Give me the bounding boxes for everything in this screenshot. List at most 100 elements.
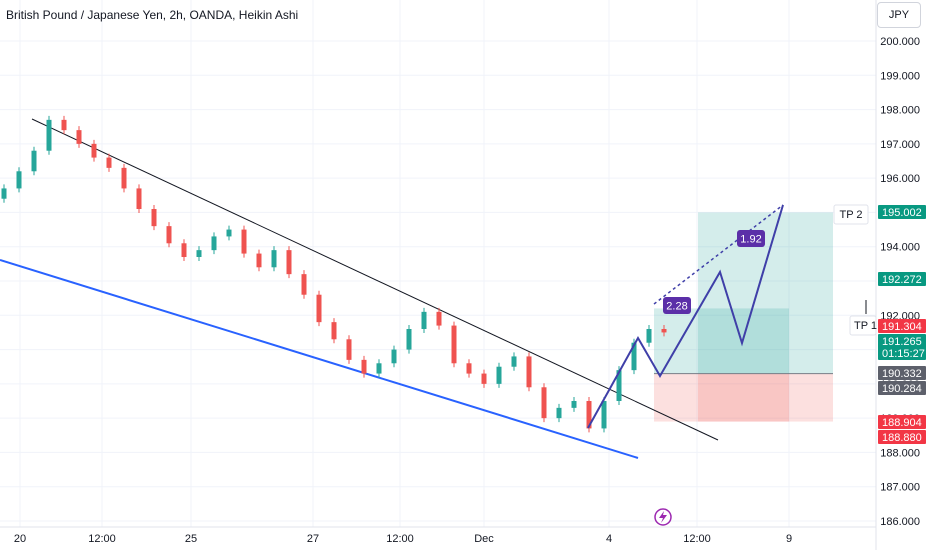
- candle: [421, 311, 427, 329]
- chart-title: British Pound / Japanese Yen, 2h, OANDA,…: [6, 8, 299, 22]
- candle: [616, 370, 622, 401]
- price-tag-bg: [878, 366, 926, 380]
- candle: [406, 329, 412, 350]
- price-tag-bg: [878, 319, 926, 333]
- candle: [271, 250, 277, 268]
- candle: [391, 349, 397, 364]
- y-tick-label: 187.000: [880, 482, 920, 494]
- price-tag: 188.904: [882, 417, 922, 429]
- long-target-zone-1: [654, 308, 789, 374]
- y-tick-label: 196.000: [880, 173, 920, 185]
- price-tag-bg: [878, 272, 926, 286]
- candle: [346, 339, 352, 360]
- projection-path: [587, 204, 784, 429]
- candle: [481, 373, 487, 384]
- price-tag: 190.284: [882, 383, 922, 395]
- candle: [601, 401, 607, 429]
- price-tag-bg: [878, 415, 926, 429]
- candle: [301, 274, 307, 295]
- candle: [646, 329, 652, 343]
- candle: [361, 359, 367, 374]
- candle: [466, 363, 472, 374]
- candle: [151, 209, 157, 227]
- candle: [571, 401, 577, 408]
- candle: [226, 229, 232, 237]
- candle: [211, 236, 217, 251]
- long-target-zone-2: [698, 212, 833, 374]
- price-tag: 195.002: [882, 207, 922, 219]
- price-tag: 191.304: [882, 321, 922, 333]
- x-tick-label: 9: [786, 533, 792, 545]
- candle: [241, 229, 247, 254]
- x-tick-label: 12:00: [683, 533, 711, 545]
- candle: [496, 366, 502, 384]
- candle: [61, 119, 67, 131]
- ratio-label: 2.28: [666, 301, 687, 313]
- price-tag: 191.265: [882, 336, 922, 348]
- descending-trendline: [31, 118, 719, 441]
- candle: [181, 243, 187, 257]
- y-tick-label: 194.000: [880, 242, 920, 254]
- candle: [91, 143, 97, 158]
- candle: [526, 356, 532, 388]
- candle: [1, 188, 7, 199]
- price-tag-bg: [878, 205, 926, 219]
- candle: [316, 294, 322, 323]
- candle: [256, 253, 262, 268]
- candle: [106, 157, 112, 168]
- candle: [556, 407, 562, 419]
- candle: [451, 325, 457, 364]
- candle: [511, 356, 517, 367]
- candle: [196, 250, 202, 257]
- support-trendline: [0, 259, 639, 459]
- candle: [121, 167, 127, 189]
- y-tick-label: 197.000: [880, 139, 920, 151]
- candle: [46, 119, 52, 151]
- candle: [76, 130, 82, 144]
- candle: [31, 150, 37, 172]
- tp1-label: TP 1: [854, 320, 877, 332]
- price-tag-bg: [878, 346, 926, 360]
- tp1-label-bg: [849, 315, 877, 336]
- price-tag: 188.880: [882, 432, 922, 444]
- long-stop-zone-1: [654, 373, 789, 422]
- tp2-label: TP 2: [839, 209, 862, 221]
- tp2-label-bg: [833, 204, 869, 225]
- candle: [541, 387, 547, 419]
- y-tick-label: 198.000: [880, 105, 920, 117]
- candle: [136, 188, 142, 209]
- candle: [376, 363, 382, 374]
- x-tick-label: 25: [185, 533, 197, 545]
- x-tick-label: 20: [14, 533, 26, 545]
- candle: [286, 250, 292, 275]
- price-tag: 01:15:27: [882, 348, 925, 360]
- y-tick-label: 200.000: [880, 36, 920, 48]
- price-tag: 192.272: [882, 274, 922, 286]
- candle: [661, 329, 667, 333]
- y-tick-label: 188.000: [880, 447, 920, 459]
- ratio-label-bg: [663, 297, 691, 314]
- price-tag-bg: [878, 381, 926, 395]
- price-tag: 190.332: [882, 368, 922, 380]
- candle: [166, 226, 172, 244]
- x-tick-label: 12:00: [88, 533, 116, 545]
- x-tick-label: 27: [307, 533, 319, 545]
- x-tick-label: Dec: [474, 533, 494, 545]
- price-tag-bg: [878, 430, 926, 444]
- price-tag-bg: [878, 334, 926, 348]
- candle: [586, 401, 592, 429]
- candle: [436, 311, 442, 326]
- x-tick-label: 4: [606, 533, 612, 545]
- currency-button[interactable]: JPY: [877, 2, 921, 28]
- ratio-label-bg: [737, 230, 765, 247]
- candle: [16, 171, 22, 189]
- x-tick-label: 12:00: [386, 533, 414, 545]
- long-stop-zone-2: [698, 373, 833, 422]
- y-tick-label: 199.000: [880, 70, 920, 82]
- candle: [331, 322, 337, 340]
- ratio-label: 1.92: [740, 234, 761, 246]
- candle: [631, 342, 637, 371]
- y-tick-label: 186.000: [880, 516, 920, 528]
